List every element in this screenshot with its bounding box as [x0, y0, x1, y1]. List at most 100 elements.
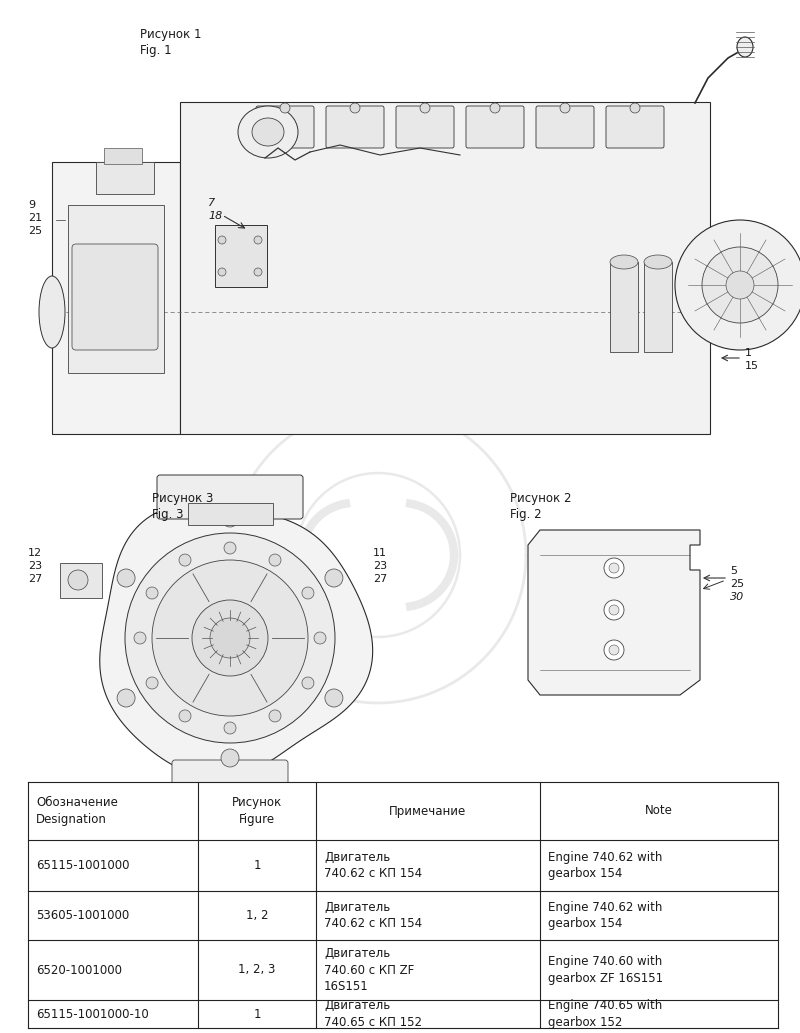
Circle shape	[224, 722, 236, 734]
Circle shape	[218, 236, 226, 244]
Ellipse shape	[610, 255, 638, 269]
Circle shape	[609, 563, 619, 573]
Circle shape	[152, 560, 308, 716]
Circle shape	[221, 509, 239, 527]
Circle shape	[221, 749, 239, 766]
Ellipse shape	[39, 276, 65, 348]
FancyBboxPatch shape	[326, 106, 384, 148]
Text: 21: 21	[28, 213, 42, 223]
Text: 6520-1001000: 6520-1001000	[36, 964, 122, 976]
Text: 25: 25	[730, 580, 744, 589]
Text: 23: 23	[28, 561, 42, 571]
Circle shape	[420, 103, 430, 113]
Text: 53605-1001000: 53605-1001000	[36, 909, 130, 922]
Text: 7: 7	[208, 198, 215, 208]
Text: 1, 2: 1, 2	[246, 909, 268, 922]
Text: 30: 30	[730, 592, 744, 602]
Text: Двигатель
740.60 с КП ZF
16S151: Двигатель 740.60 с КП ZF 16S151	[324, 947, 414, 993]
Circle shape	[269, 554, 281, 566]
Text: 23: 23	[373, 561, 387, 571]
Text: Обозначение
Designation: Обозначение Designation	[36, 796, 118, 825]
Bar	[104, 148, 142, 164]
Ellipse shape	[252, 118, 284, 146]
FancyBboxPatch shape	[180, 102, 710, 434]
Text: Рисунок
Figure: Рисунок Figure	[232, 796, 282, 825]
Circle shape	[609, 605, 619, 615]
Circle shape	[630, 103, 640, 113]
Text: 18: 18	[208, 211, 222, 221]
Text: Рисунок 3: Рисунок 3	[152, 492, 214, 505]
Text: Двигатель
740.65 с КП 152: Двигатель 740.65 с КП 152	[324, 999, 422, 1029]
Text: 11: 11	[373, 547, 387, 558]
Text: Двигатель
740.62 с КП 154: Двигатель 740.62 с КП 154	[324, 901, 422, 931]
Circle shape	[224, 542, 236, 554]
Text: Примечание: Примечание	[390, 805, 466, 817]
Ellipse shape	[238, 106, 298, 158]
Text: 65115-1001000-10: 65115-1001000-10	[36, 1007, 149, 1021]
Circle shape	[604, 640, 624, 660]
Bar	[28, 782, 778, 1028]
Text: 5: 5	[730, 566, 737, 576]
Bar	[60, 563, 102, 598]
Text: 27: 27	[28, 574, 42, 584]
Text: 1: 1	[254, 1007, 261, 1021]
Text: Engine 740.65 with
gearbox 152: Engine 740.65 with gearbox 152	[548, 999, 662, 1029]
FancyBboxPatch shape	[256, 106, 314, 148]
Text: 65115-1001000: 65115-1001000	[36, 859, 130, 872]
Circle shape	[302, 587, 314, 599]
Circle shape	[146, 677, 158, 689]
Circle shape	[726, 271, 754, 299]
Text: 1: 1	[745, 348, 752, 358]
Circle shape	[604, 600, 624, 620]
Circle shape	[675, 220, 800, 350]
Circle shape	[117, 569, 135, 587]
Circle shape	[325, 689, 343, 707]
Circle shape	[350, 103, 360, 113]
Text: 25: 25	[28, 226, 42, 236]
Text: 15: 15	[745, 361, 759, 371]
Circle shape	[179, 554, 191, 566]
Circle shape	[302, 677, 314, 689]
FancyBboxPatch shape	[536, 106, 594, 148]
Bar	[188, 503, 273, 525]
FancyBboxPatch shape	[72, 244, 158, 350]
Text: Рисунок 2: Рисунок 2	[510, 492, 571, 505]
Circle shape	[254, 236, 262, 244]
Circle shape	[269, 710, 281, 722]
Text: Engine 740.62 with
gearbox 154: Engine 740.62 with gearbox 154	[548, 901, 662, 931]
Circle shape	[146, 587, 158, 599]
Circle shape	[218, 268, 226, 276]
Text: Engine 740.62 with
gearbox 154: Engine 740.62 with gearbox 154	[548, 851, 662, 880]
Bar	[610, 262, 638, 352]
Text: 27: 27	[373, 574, 387, 584]
Polygon shape	[100, 504, 373, 778]
Text: Fig. 3: Fig. 3	[152, 508, 183, 521]
Bar	[68, 205, 164, 373]
Bar	[96, 162, 154, 194]
Circle shape	[179, 710, 191, 722]
Circle shape	[604, 558, 624, 578]
Circle shape	[192, 600, 268, 676]
Circle shape	[560, 103, 570, 113]
FancyBboxPatch shape	[466, 106, 524, 148]
Text: Note: Note	[645, 805, 673, 817]
Ellipse shape	[737, 37, 753, 57]
Bar	[215, 225, 267, 287]
Text: Fig. 2: Fig. 2	[510, 508, 542, 521]
Circle shape	[117, 689, 135, 707]
Text: 1: 1	[254, 859, 261, 872]
FancyBboxPatch shape	[52, 162, 180, 434]
Text: Рисунок 1: Рисунок 1	[140, 28, 202, 41]
Circle shape	[280, 103, 290, 113]
FancyBboxPatch shape	[606, 106, 664, 148]
FancyBboxPatch shape	[396, 106, 454, 148]
Ellipse shape	[644, 255, 672, 269]
Circle shape	[254, 268, 262, 276]
Polygon shape	[528, 530, 700, 695]
Text: 9: 9	[28, 200, 35, 210]
Text: 1, 2, 3: 1, 2, 3	[238, 964, 276, 976]
Circle shape	[325, 569, 343, 587]
Circle shape	[134, 632, 146, 644]
Circle shape	[314, 632, 326, 644]
Text: Fig. 1: Fig. 1	[140, 44, 172, 57]
